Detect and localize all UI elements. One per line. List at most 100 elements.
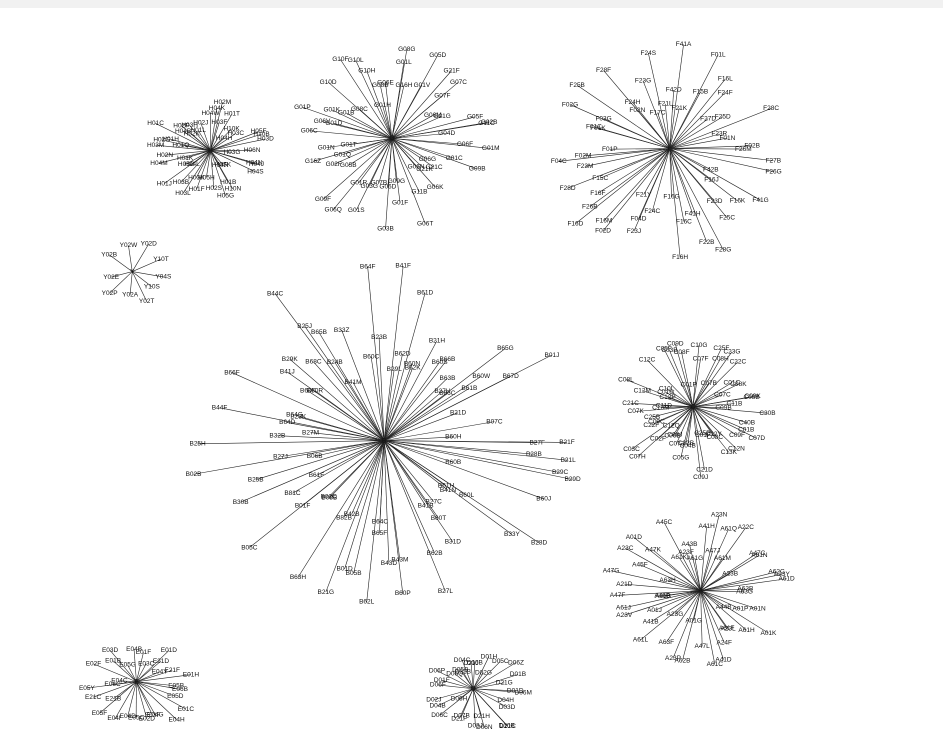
node-label: A23C: [617, 545, 634, 552]
node-label: D06N: [476, 724, 493, 731]
edge: [353, 440, 385, 574]
node-label: H04M: [150, 160, 167, 167]
edge: [669, 78, 726, 149]
node-label: D06Z: [508, 659, 524, 666]
edge: [652, 549, 701, 591]
node-label: F25B: [569, 82, 585, 89]
edge: [334, 362, 385, 441]
node-label: A62C: [768, 569, 785, 576]
edge: [692, 406, 738, 436]
edge: [625, 547, 701, 591]
node-label: G07B: [371, 179, 388, 186]
node-label: A01D: [626, 534, 643, 541]
node-label: F25C: [719, 215, 735, 222]
node-label: F16H: [672, 254, 688, 261]
node-label: H02M: [214, 99, 231, 106]
node-label: B44F: [212, 404, 228, 411]
edge: [700, 514, 720, 591]
edge: [384, 440, 569, 461]
edge: [340, 59, 393, 139]
node-label: H01B: [220, 179, 236, 186]
edge: [383, 440, 449, 491]
edge: [678, 557, 701, 591]
edge: [473, 674, 519, 690]
node-label: G06T: [417, 220, 433, 227]
edge: [624, 583, 701, 591]
node-label: G01P: [294, 104, 311, 111]
node-label: B23K: [290, 414, 307, 421]
edge: [136, 670, 173, 683]
edge: [274, 293, 385, 441]
edge: [210, 150, 234, 190]
node-label: H03F: [211, 119, 227, 126]
node-label: E04F: [107, 715, 123, 722]
node-label: B64F: [360, 264, 376, 271]
edge: [343, 440, 385, 518]
node-label: F24H: [625, 99, 641, 106]
node-label: F24C: [644, 208, 660, 215]
node-label: C12Y: [705, 431, 722, 438]
node-label: F01L: [711, 51, 726, 58]
node-label: A23G: [667, 611, 684, 618]
node-label: F26B: [582, 204, 598, 211]
edge: [669, 54, 719, 149]
edge: [132, 243, 150, 272]
node-label: F23R: [711, 131, 727, 138]
edge: [136, 681, 177, 687]
node-label: H01F: [189, 186, 205, 193]
edge: [575, 148, 670, 225]
edge: [180, 150, 211, 183]
node-label: Y02P: [102, 290, 118, 297]
edge: [355, 138, 393, 211]
edge: [112, 681, 137, 685]
node-label: C07H: [629, 454, 646, 461]
edge: [458, 688, 474, 700]
edge: [240, 440, 385, 503]
edge: [155, 123, 211, 151]
node-label: C12C: [639, 357, 656, 364]
node-label: D06P: [429, 667, 445, 674]
edge: [436, 670, 474, 690]
node-label: C25F: [713, 345, 729, 352]
node-label: F02N: [629, 107, 645, 114]
node-label: Y02T: [139, 298, 155, 305]
node-label: A23V: [616, 612, 633, 619]
node-label: E05D: [167, 693, 184, 700]
node-label: H05K: [215, 162, 232, 169]
edge: [692, 406, 747, 431]
node-label: B62B: [427, 550, 443, 557]
node-label: Y02B: [101, 251, 117, 258]
edge: [680, 406, 694, 458]
node-label: G01K: [324, 107, 341, 114]
edge: [688, 384, 694, 407]
node-label: G05D: [429, 52, 446, 59]
edge: [685, 406, 694, 444]
node-label: H10K: [223, 126, 240, 133]
node-label: C08B: [743, 394, 759, 401]
node-label: C09C: [648, 419, 665, 426]
node-label: F15B: [693, 89, 709, 96]
node-label: G06Q: [325, 207, 342, 214]
node-label: F28F: [596, 67, 611, 74]
node-label: D10B: [499, 722, 515, 729]
node-label: B02C: [321, 494, 338, 501]
node-label: A61D: [778, 575, 795, 582]
edge: [700, 590, 741, 610]
node-label: E04Y: [152, 668, 169, 675]
edge: [384, 440, 561, 473]
node-label: Y02A: [122, 292, 139, 299]
edge: [692, 345, 700, 407]
node-label: F02B: [744, 143, 760, 150]
node-label: B66C: [439, 390, 456, 397]
node-label: C22B: [678, 440, 694, 447]
node-label: D06C: [431, 712, 448, 719]
node-label: H02P: [173, 122, 189, 129]
edge: [316, 440, 385, 476]
node-label: C10L: [659, 385, 675, 392]
node-label: F16F: [590, 190, 605, 197]
node-label: B41B: [418, 502, 434, 509]
node-label: F22B: [699, 239, 715, 246]
edge: [304, 325, 385, 441]
